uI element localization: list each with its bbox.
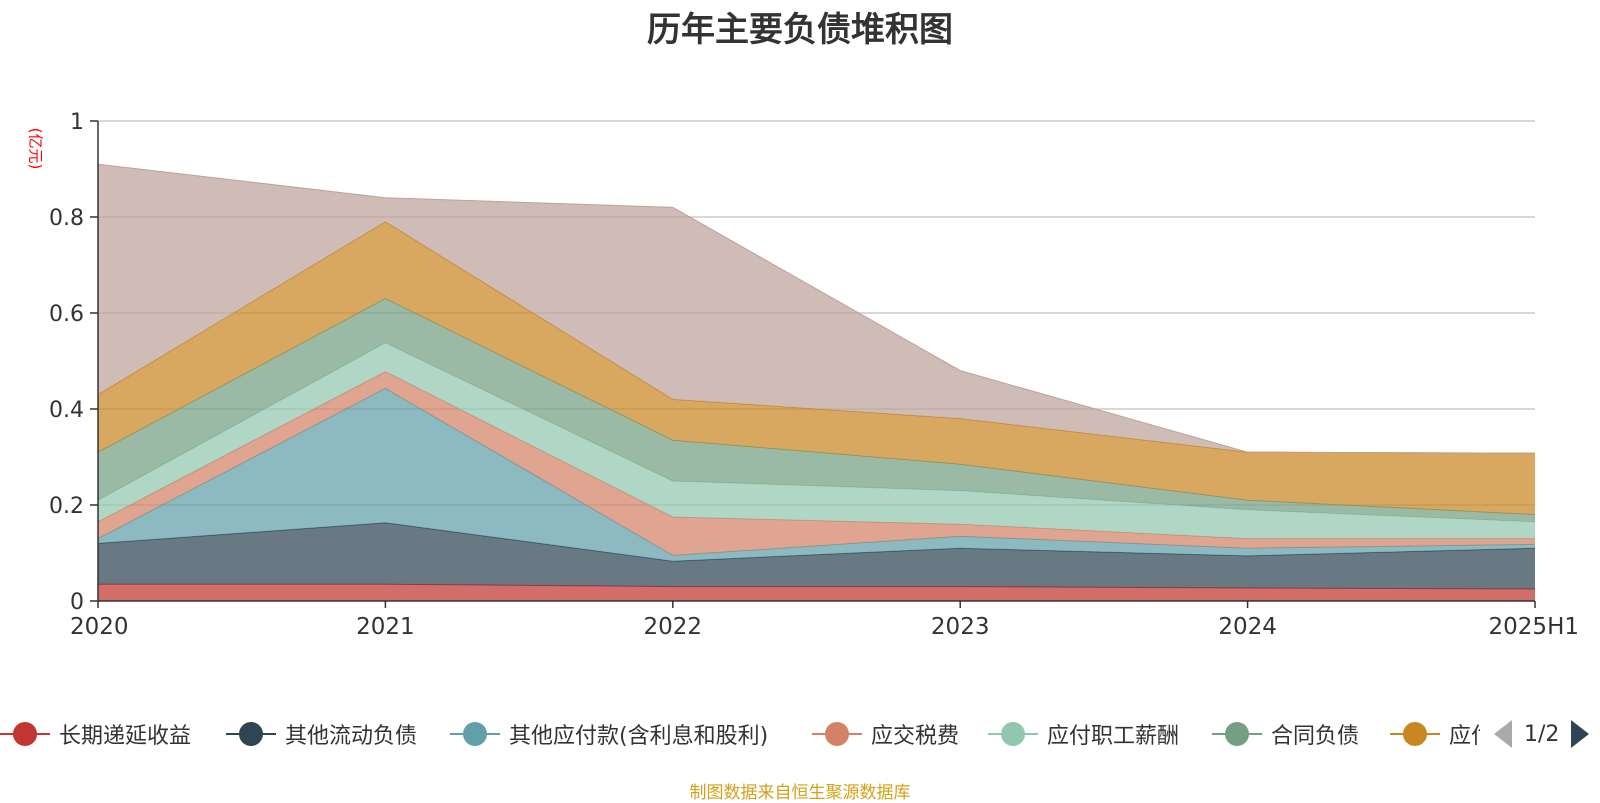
x-tick-label: 2021: [356, 614, 415, 640]
x-tick-label: 2020: [70, 614, 129, 640]
y-tick-label: 1: [70, 110, 84, 135]
legend-item[interactable]: 应交税费: [812, 716, 959, 752]
legend-marker-icon: [1390, 719, 1440, 749]
legend-item[interactable]: 应付账款: [1390, 716, 1480, 752]
area-series-3: [98, 388, 1535, 562]
legend-marker-icon: [450, 719, 500, 749]
legend-item[interactable]: 应付职工薪酬: [988, 716, 1179, 752]
series-line-8: [97, 163, 1536, 454]
legend-marker-icon: [812, 719, 862, 749]
legend-item[interactable]: 其他应付款(含利息和股利): [450, 716, 768, 752]
area-series-2: [98, 522, 1535, 589]
legend-prev-icon[interactable]: [1494, 720, 1512, 748]
legend-marker-icon: [0, 719, 50, 749]
legend-label: 应付账款: [1449, 724, 1480, 749]
legend-item[interactable]: 长期递延收益: [0, 716, 191, 752]
stacked-area-chart: 0 0.2 0.4 0.6 0.8 1 2020 2021 2022 2023 2024 2025H1: [49, 110, 1579, 640]
area-series-4: [98, 371, 1535, 556]
legend-label: 其他应付款(含利息和股利): [509, 724, 769, 749]
y-tick-label: 0: [70, 590, 84, 615]
legend-item[interactable]: 其他流动负债: [226, 716, 417, 752]
legend-label: 应付职工薪酬: [1047, 724, 1180, 749]
y-tick-label: 0.2: [49, 494, 84, 519]
area-series-1: [98, 584, 1535, 601]
legend-page-indicator: 1/2: [1524, 721, 1560, 747]
area-series: [97, 163, 1536, 601]
legend-next-icon[interactable]: [1571, 720, 1590, 748]
legend-marker-icon: [988, 719, 1038, 749]
legend-pager: 1/2: [1494, 716, 1590, 752]
legend-item[interactable]: 合同负债: [1212, 716, 1359, 752]
legend-marker-icon: [1212, 719, 1262, 749]
area-series-8: [98, 164, 1535, 454]
axes: 0 0.2 0.4 0.6 0.8 1 2020 2021 2022 2023 2024 2025H1: [49, 110, 1579, 640]
area-series-6: [98, 298, 1535, 522]
legend-label: 合同负债: [1271, 724, 1360, 749]
x-tick-label: 2023: [931, 614, 990, 640]
x-tick-label: 2025H1: [1489, 614, 1579, 640]
x-tick-label: 2024: [1218, 614, 1277, 640]
y-tick-label: 0.4: [49, 398, 84, 423]
legend: 长期递延收益 其他流动负债 其他应付款(含利息和股利) 应交税费 应付职工薪酬 合同负债 应…: [0, 716, 1480, 752]
legend-label: 应交税费: [871, 724, 960, 749]
y-tick-label: 0.6: [49, 302, 84, 327]
legend-label: 长期递延收益: [59, 724, 192, 749]
area-series-7: [98, 221, 1535, 515]
legend-marker-icon: [226, 719, 276, 749]
x-tick-label: 2022: [644, 614, 703, 640]
y-tick-label: 0.8: [49, 206, 84, 231]
chart-title: 历年主要负债堆积图: [647, 10, 953, 50]
legend-label: 其他流动负债: [285, 724, 418, 749]
data-source-note: 制图数据来自恒生聚源数据库: [689, 783, 911, 803]
area-series-5: [98, 342, 1535, 539]
